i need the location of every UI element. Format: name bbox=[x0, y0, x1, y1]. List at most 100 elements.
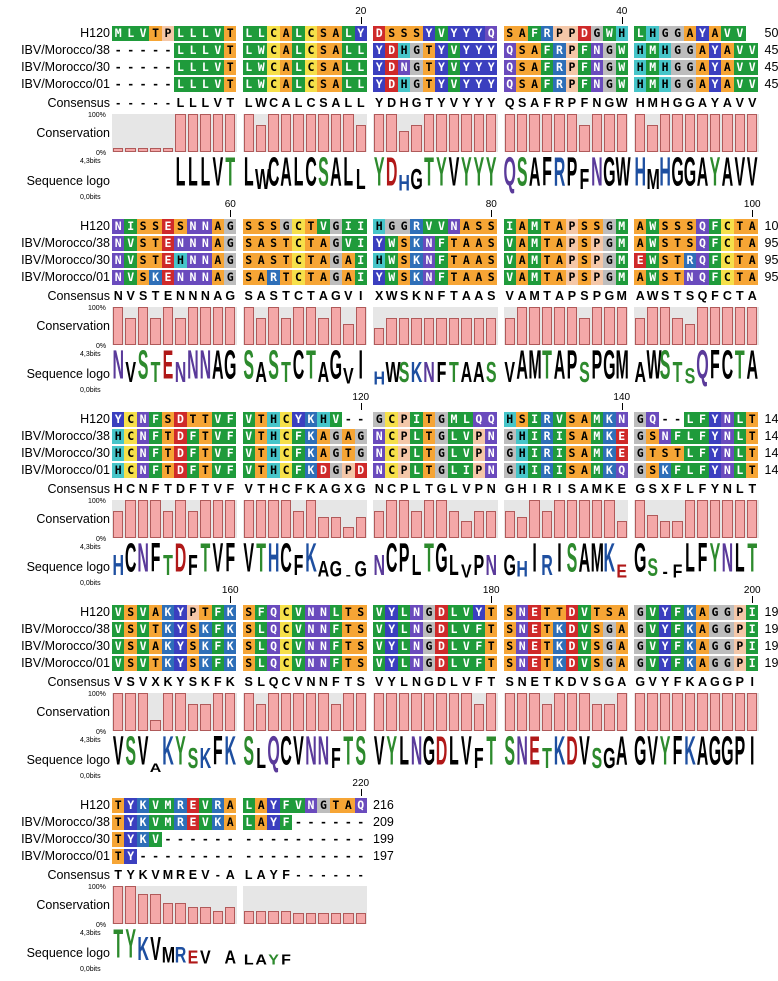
residue-cell: G bbox=[634, 639, 647, 654]
residue-cell: I bbox=[342, 219, 355, 234]
consensus-residue: L bbox=[294, 96, 303, 110]
residue-cell: S bbox=[186, 622, 200, 637]
consensus-residue: G bbox=[225, 289, 236, 303]
residue-cell: Y bbox=[485, 43, 498, 58]
consensus-residue: M bbox=[529, 289, 540, 303]
consensus-residue: M bbox=[591, 482, 603, 496]
consensus-residue: - bbox=[358, 868, 363, 882]
residue-cell: P bbox=[565, 77, 579, 92]
residue-cell: F bbox=[211, 639, 225, 654]
consensus-residue: S bbox=[517, 96, 527, 110]
consensus-residue: - bbox=[141, 96, 146, 110]
sequence-name: IBV/Morocco/38 bbox=[21, 429, 110, 443]
logo-letter: A bbox=[528, 152, 541, 196]
residue-cell: L bbox=[174, 60, 187, 75]
residue-cell: N bbox=[199, 236, 212, 251]
position-tick bbox=[752, 210, 754, 217]
conservation-bar bbox=[343, 324, 354, 345]
logo-letter: A bbox=[255, 952, 267, 968]
conservation-bar bbox=[280, 318, 292, 345]
consensus-residue: S bbox=[126, 675, 135, 689]
residue-cell: T bbox=[447, 253, 461, 268]
residue-cell: V bbox=[447, 60, 461, 75]
residue-cell: V bbox=[112, 656, 125, 671]
residue-cell: - bbox=[164, 77, 172, 91]
logo-letter: W bbox=[385, 358, 401, 389]
consensus-residue: C bbox=[281, 675, 291, 689]
conservation-bar bbox=[504, 114, 515, 152]
residue-cell: T bbox=[149, 622, 162, 637]
logo-letter: A bbox=[317, 558, 330, 582]
residue-cell: L bbox=[447, 463, 461, 478]
conservation-bar bbox=[709, 693, 721, 731]
residue-cell: N bbox=[615, 412, 628, 427]
residue-cell: K bbox=[410, 253, 423, 268]
consensus-residue: L bbox=[201, 96, 210, 110]
logo-letter: A bbox=[473, 358, 485, 389]
position-tick bbox=[621, 403, 623, 410]
residue-cell: Y bbox=[472, 77, 486, 92]
conservation-bar bbox=[175, 318, 186, 345]
conservation-bar bbox=[243, 114, 254, 152]
logo-letter: I bbox=[557, 538, 562, 582]
consensus-residue: Y bbox=[375, 96, 384, 110]
consensus-residue: C bbox=[126, 482, 136, 496]
residue-cell: V bbox=[646, 605, 659, 620]
residue-cell: V bbox=[149, 832, 162, 847]
residue-cell: N bbox=[186, 236, 200, 251]
conservation-bar bbox=[697, 307, 708, 345]
logo-letter: T bbox=[113, 924, 124, 968]
sequence-name: IBV/Morocco/01 bbox=[21, 849, 110, 863]
conservation-bar bbox=[125, 148, 136, 152]
residue-cell: G bbox=[671, 43, 684, 58]
conservation-bar bbox=[486, 318, 497, 345]
logo-letter: G bbox=[603, 152, 616, 196]
logo-letter: N bbox=[187, 345, 199, 389]
residue-cell: S bbox=[136, 219, 150, 234]
conservation-bar bbox=[579, 500, 590, 538]
consensus-residue: F bbox=[282, 868, 290, 882]
conservation-bar bbox=[436, 500, 447, 538]
residue-cell: - bbox=[127, 43, 135, 57]
consensus-residue: T bbox=[450, 289, 458, 303]
residue-cell: Y bbox=[124, 832, 137, 847]
logo-letter: M bbox=[590, 538, 604, 582]
conservation-bar bbox=[504, 511, 515, 538]
residue-cell: A bbox=[224, 815, 237, 830]
conservation-bar bbox=[566, 307, 578, 345]
position-number: 120 bbox=[352, 392, 370, 403]
conservation-bar bbox=[697, 693, 708, 731]
residue-cell: G bbox=[397, 219, 411, 234]
residue-cell: Y bbox=[373, 60, 386, 75]
consensus-residue: P bbox=[735, 675, 744, 689]
consensus-residue: I bbox=[557, 482, 562, 496]
consensus-residue: V bbox=[375, 675, 384, 689]
residue-cell: A bbox=[615, 656, 628, 671]
conservation-bar bbox=[113, 886, 124, 924]
conservation-bar bbox=[411, 125, 422, 152]
logo-letter: Q bbox=[267, 731, 280, 775]
residue-cell: G bbox=[603, 656, 616, 671]
residue-cell: N bbox=[136, 463, 150, 478]
residue-cell: V bbox=[124, 253, 137, 268]
conservation-bar bbox=[436, 693, 447, 731]
conservation-bar bbox=[137, 693, 149, 731]
residue-cell: R bbox=[540, 463, 554, 478]
residue-cell: P bbox=[565, 236, 579, 251]
residue-cell: L bbox=[683, 429, 697, 444]
position-tick bbox=[752, 596, 754, 603]
residue-cell: F bbox=[578, 77, 591, 92]
conservation-bar bbox=[722, 114, 733, 152]
consensus-residue: S bbox=[592, 675, 602, 689]
residue-cell: E bbox=[161, 253, 175, 268]
conservation-bar bbox=[734, 114, 746, 152]
position-tick bbox=[360, 17, 362, 24]
logo-letter: G bbox=[708, 731, 722, 775]
consensus-residue: F bbox=[151, 482, 160, 496]
residue-cell: L bbox=[174, 26, 187, 41]
residue-cell: F bbox=[671, 605, 684, 620]
residue-cell: G bbox=[671, 26, 684, 41]
residue-cell: F bbox=[329, 622, 343, 637]
residue-cell: S bbox=[267, 253, 280, 268]
residue-cell: R bbox=[410, 219, 423, 234]
